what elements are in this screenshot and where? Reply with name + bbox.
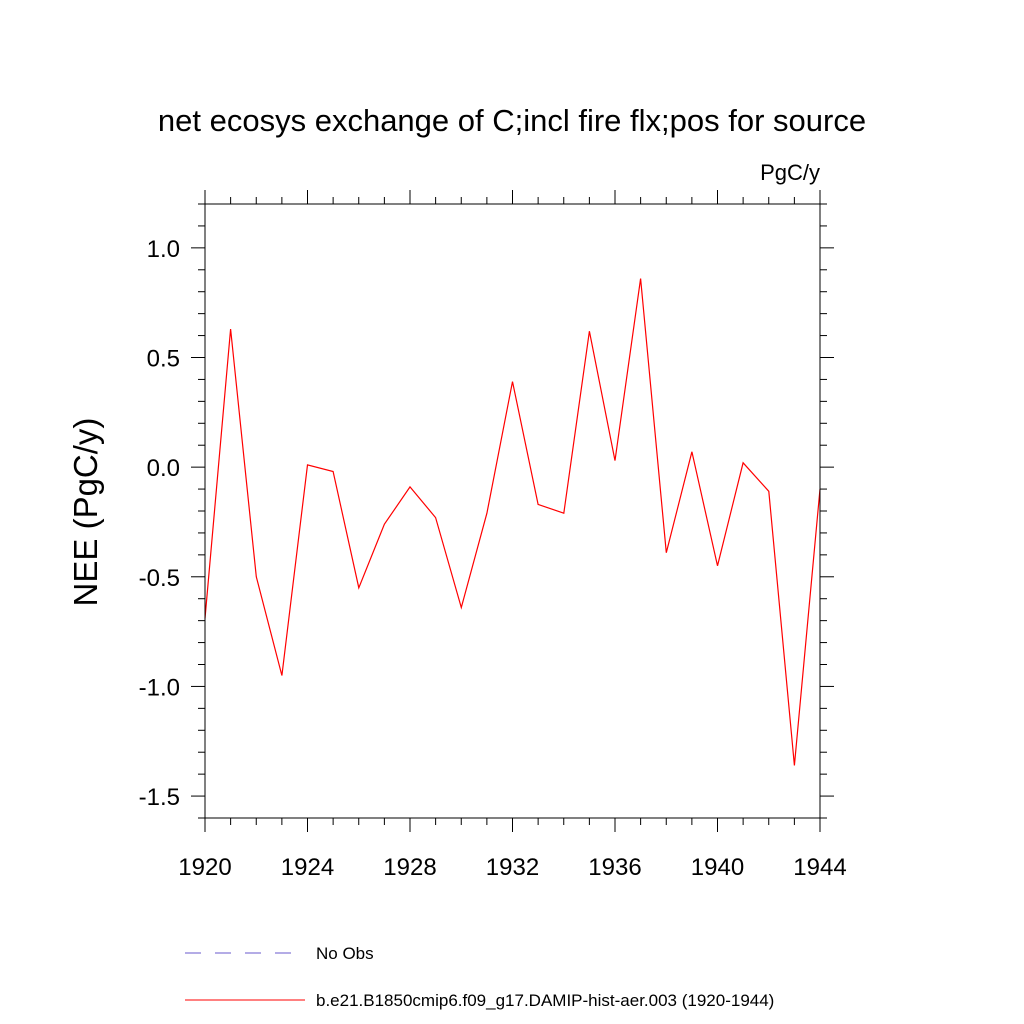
data-point [691, 451, 693, 453]
x-tick-label: 1924 [281, 854, 334, 881]
data-point [512, 381, 514, 383]
data-point [281, 675, 283, 677]
x-tick-label: 1920 [178, 854, 231, 881]
y-tick-label: -0.5 [139, 565, 180, 592]
data-point [537, 504, 539, 506]
x-tick-label: 1940 [691, 854, 744, 881]
y-tick-label: 0.5 [147, 346, 180, 373]
y-tick-label: -1.0 [139, 674, 180, 701]
units-label: PgC/y [760, 160, 820, 185]
x-tick-label: 1928 [383, 854, 436, 881]
legend-label: No Obs [316, 944, 374, 963]
data-point [358, 587, 360, 589]
data-point [589, 330, 591, 332]
plot-frame [204, 203, 821, 819]
data-point [717, 565, 719, 567]
chart-title: net ecosys exchange of C;incl fire flx;p… [158, 103, 866, 138]
data-point [486, 512, 488, 514]
series-line [204, 278, 821, 766]
x-tick-label: 1932 [486, 854, 539, 881]
y-tick-label: 0.0 [147, 455, 180, 482]
data-point [768, 490, 770, 492]
data-point [742, 462, 744, 464]
axes-layer: -1.5 -1.0 -0.5 0.0 0.5 1.0 1920 1924 1928 1932 193… [139, 190, 847, 881]
y-axis-label: NEE (PgC/y) [67, 418, 104, 607]
data-point [435, 517, 437, 519]
x-tick-label: 1936 [588, 854, 641, 881]
legend: No Obs b.e21.B1850cmip6.f09_g17.DAMIP-his… [185, 944, 774, 1010]
x-tick-label: 1944 [793, 854, 846, 881]
data-point [307, 464, 309, 466]
data-point [460, 607, 462, 609]
data-point [640, 278, 642, 280]
data-point [332, 471, 334, 473]
data-point [230, 328, 232, 330]
data-point [255, 576, 257, 578]
data-point [384, 523, 386, 525]
y-tick-label: 1.0 [147, 236, 180, 263]
data-point [614, 460, 616, 462]
data-point [409, 486, 411, 488]
y-tick-label: -1.5 [139, 784, 180, 811]
data-point [794, 765, 796, 767]
data-point [563, 512, 565, 514]
data-point [665, 552, 667, 554]
legend-label: b.e21.B1850cmip6.f09_g17.DAMIP-hist-aer.… [316, 991, 774, 1010]
series-layer [204, 278, 821, 766]
